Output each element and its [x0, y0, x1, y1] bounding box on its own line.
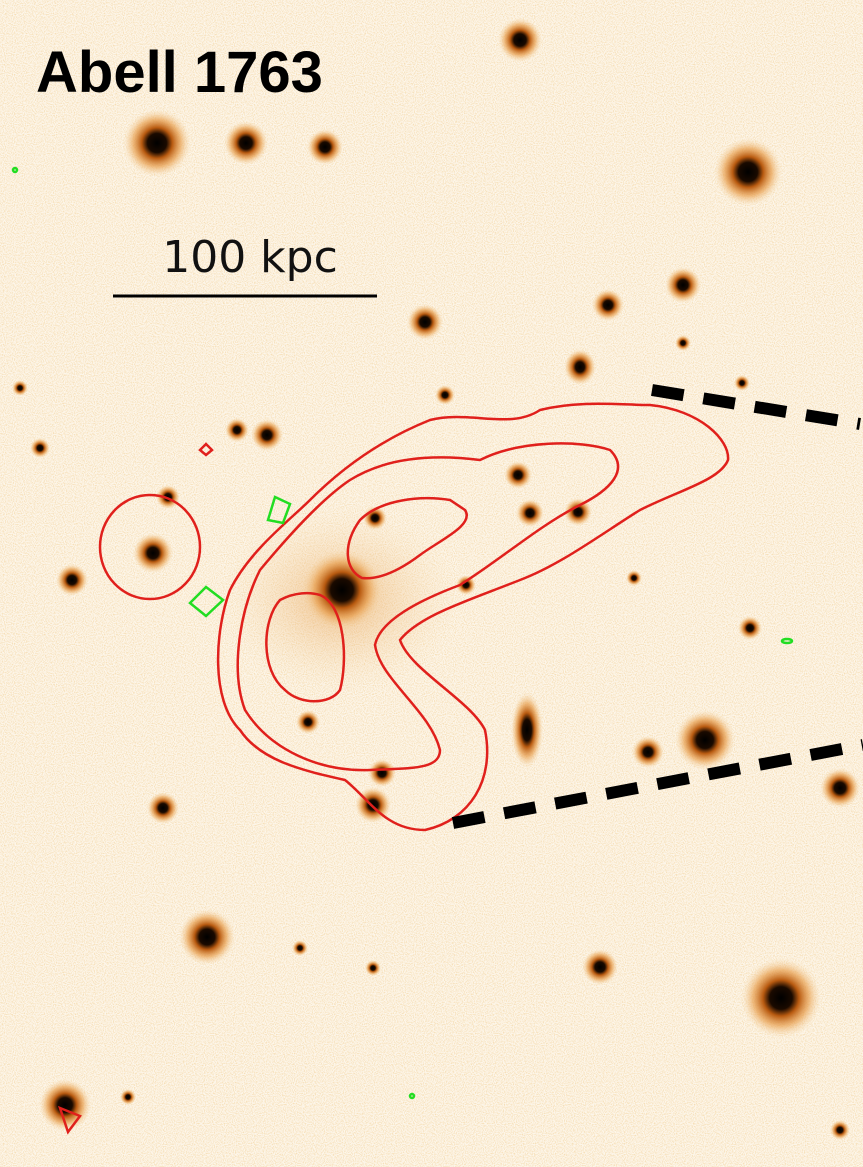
galaxy: [292, 940, 308, 956]
galaxy: [738, 616, 762, 640]
galaxy: [516, 499, 544, 527]
galaxy: [665, 267, 701, 303]
title: Abell 1763: [36, 40, 323, 105]
galaxy: [179, 909, 235, 965]
galaxy: [498, 18, 542, 62]
galaxy: [564, 349, 596, 385]
galaxy: [511, 692, 543, 768]
cluster-image: 100 kpc Abell 1763: [0, 0, 863, 1167]
galaxy: [224, 121, 268, 165]
galaxy: [407, 304, 443, 340]
galaxy: [365, 960, 381, 976]
galaxy: [302, 550, 382, 630]
galaxy: [296, 710, 320, 734]
galaxy: [582, 949, 618, 985]
galaxy: [632, 736, 664, 768]
galaxy: [251, 419, 283, 451]
galaxy: [714, 138, 782, 206]
galaxy: [820, 768, 860, 808]
galaxy: [133, 533, 173, 573]
galaxy: [225, 418, 249, 442]
galaxy: [830, 1120, 850, 1140]
galaxy: [734, 375, 750, 391]
galaxy: [123, 109, 191, 177]
galaxy: [504, 461, 532, 489]
page: 100 kpc Abell 1763 (() => { const data =…: [0, 0, 863, 1167]
scale-bar-label: 100 kpc: [162, 232, 338, 283]
galaxy: [675, 710, 735, 770]
galaxy: [120, 1089, 136, 1105]
galaxy: [30, 438, 50, 458]
galaxy: [368, 759, 396, 787]
galaxy: [56, 564, 88, 596]
galaxy: [435, 385, 455, 405]
galaxy: [12, 380, 28, 396]
galaxy: [592, 289, 624, 321]
galaxy: [741, 958, 821, 1038]
galaxy: [675, 335, 691, 351]
galaxy: [626, 570, 642, 586]
galaxy: [147, 792, 179, 824]
galaxy: [307, 129, 343, 165]
